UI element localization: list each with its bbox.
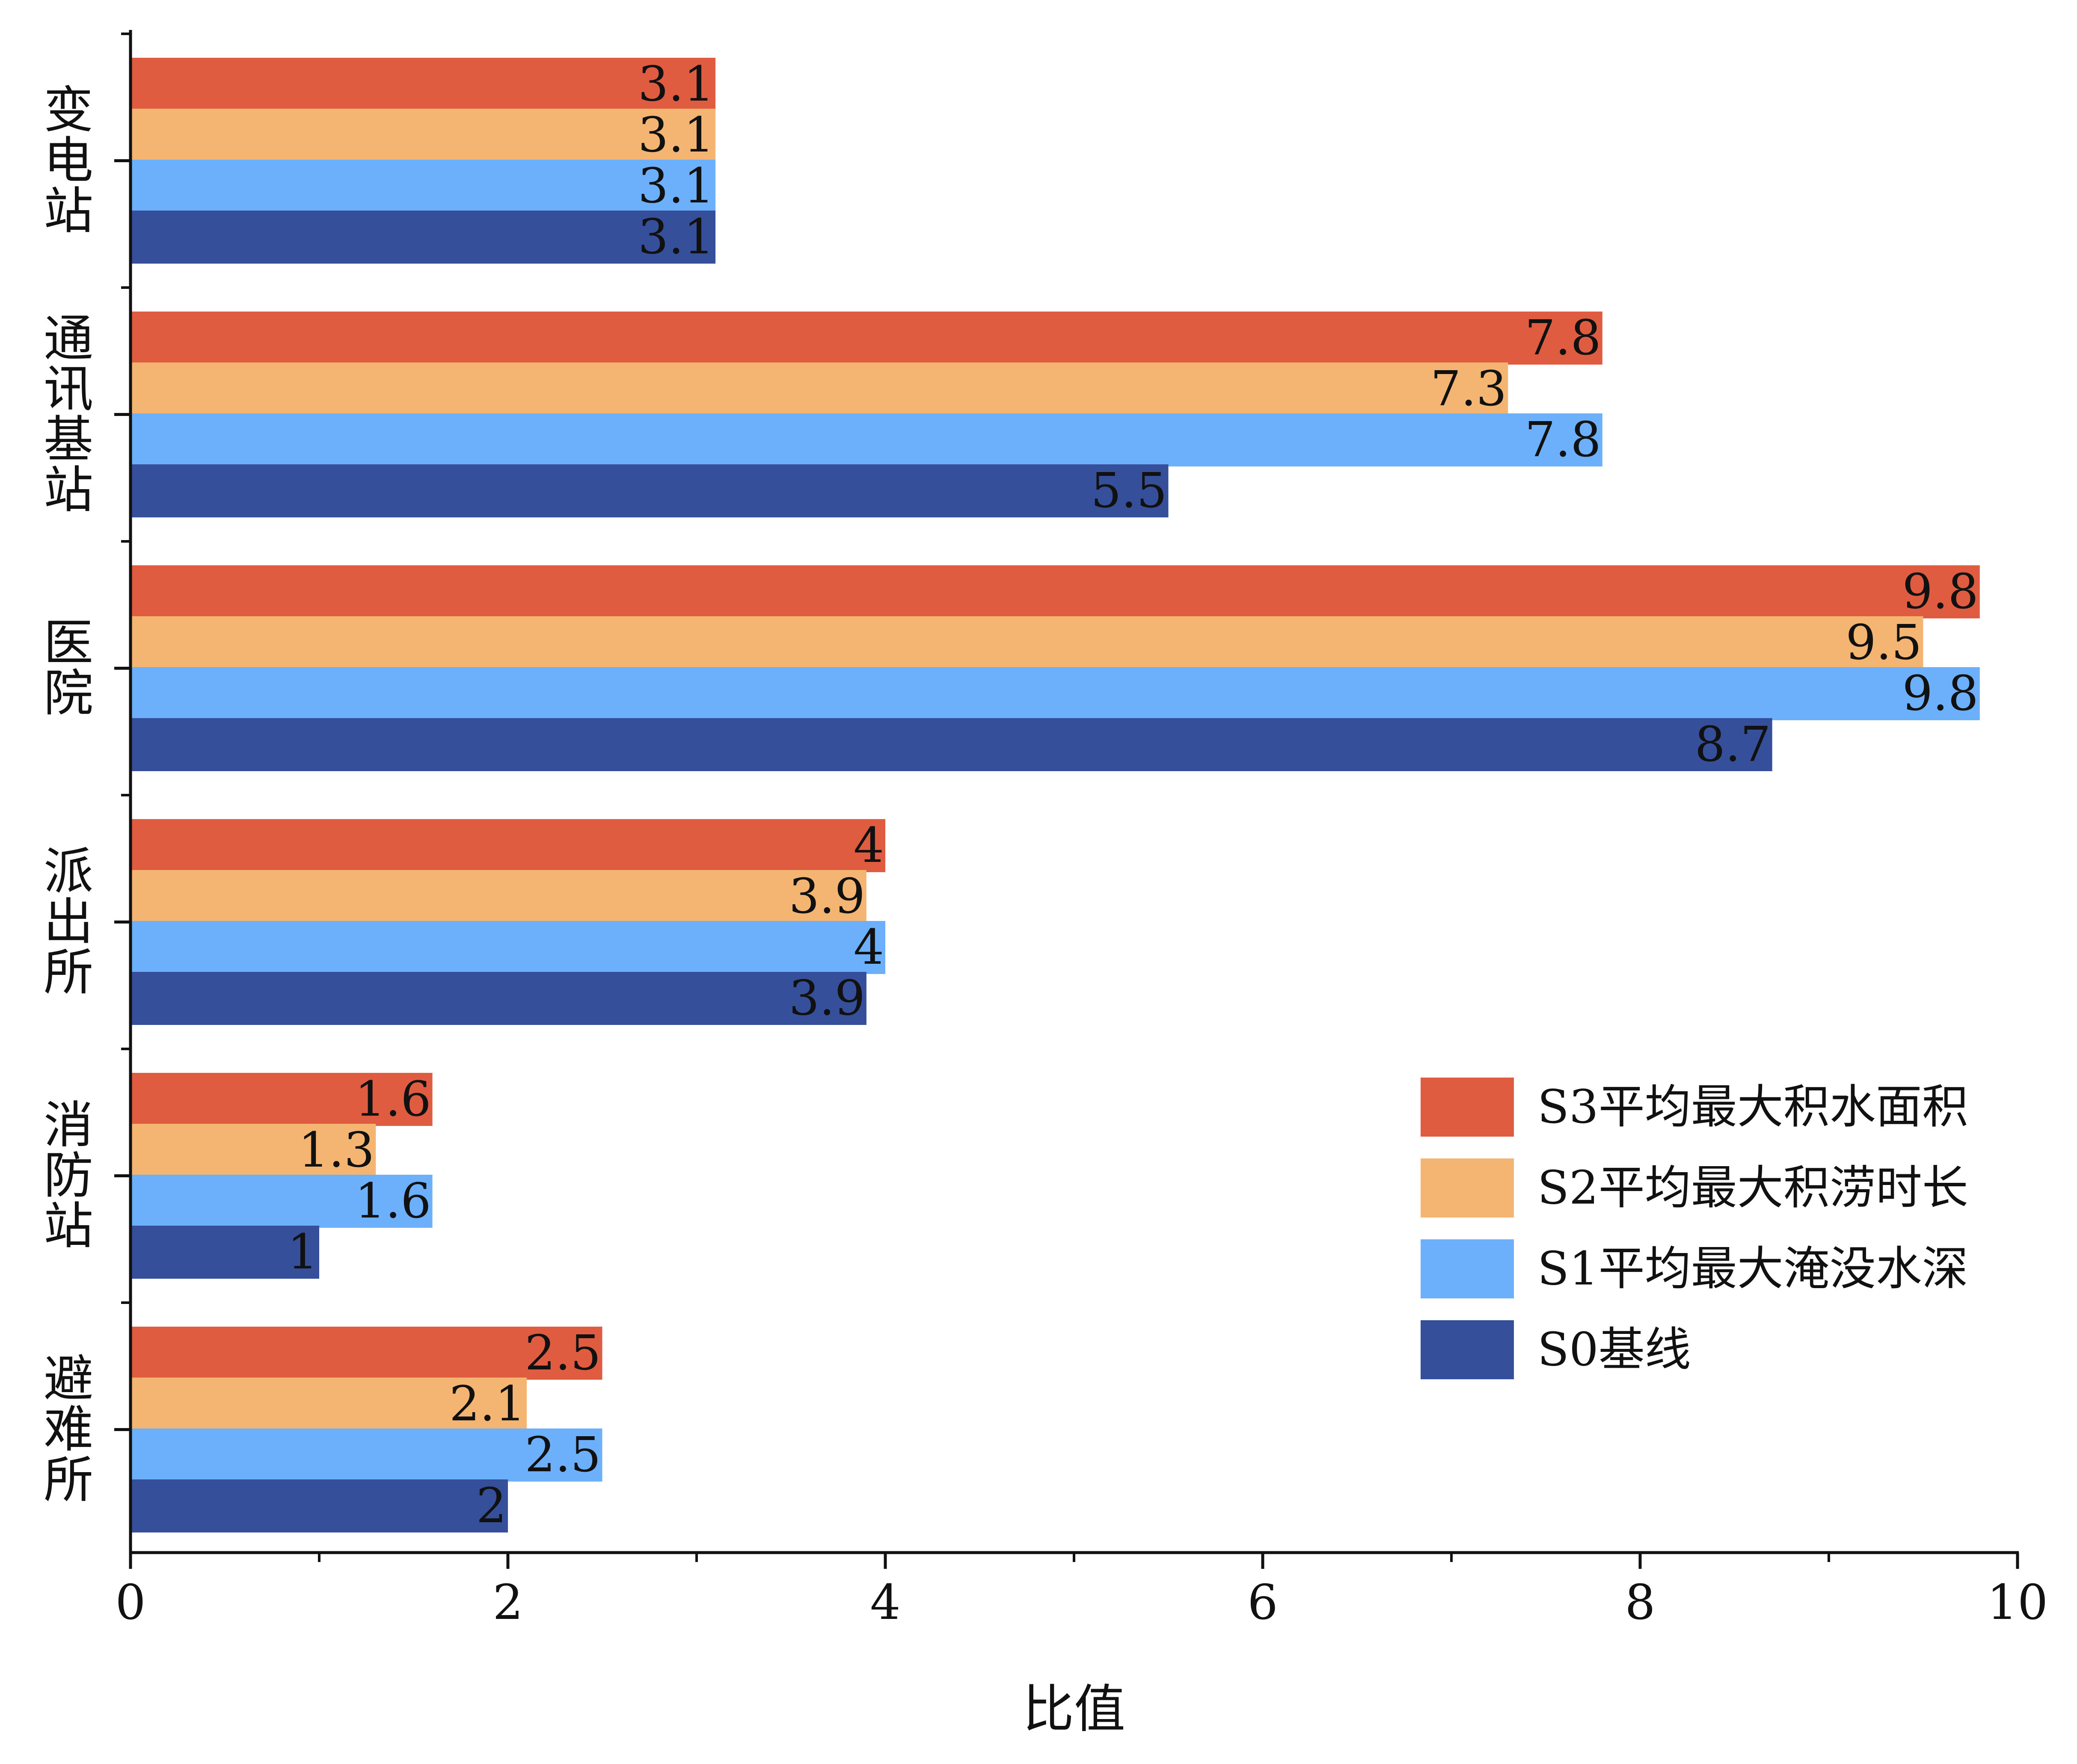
data-label-5-series-2: 1.3 bbox=[298, 1123, 374, 1178]
x-tick-label-10: 10 bbox=[1987, 1575, 2048, 1630]
data-label-2-series-2: 7.3 bbox=[1430, 361, 1507, 417]
data-label-3-series-2: 9.5 bbox=[1846, 615, 1922, 671]
category-label-char: 电 bbox=[44, 132, 93, 190]
legend-label-1: S3平均最大积水面积 bbox=[1537, 1081, 1968, 1134]
bar-4-series-3 bbox=[131, 921, 885, 974]
x-axis-title: 比值 bbox=[1023, 1680, 1125, 1739]
data-label-4-series-3: 4 bbox=[854, 920, 884, 975]
category-label-5: 消防站 bbox=[44, 1096, 93, 1255]
category-label-char: 站 bbox=[44, 182, 93, 240]
category-label-char: 院 bbox=[44, 665, 93, 722]
data-label-3-series-3: 9.8 bbox=[1902, 666, 1979, 722]
bar-1-series-1 bbox=[131, 58, 716, 111]
legend-swatch-1 bbox=[1421, 1078, 1514, 1137]
category-label-2: 通讯基站 bbox=[44, 310, 93, 519]
bar-2-series-4 bbox=[131, 464, 1169, 517]
data-label-6-series-4: 2 bbox=[476, 1478, 507, 1534]
x-tick-label-8: 8 bbox=[1625, 1575, 1655, 1630]
legend: S3平均最大积水面积 S2平均最大积涝时长 S1平均最大淹没水深 S0基线 bbox=[1421, 1078, 1968, 1379]
category-label-4: 派出所 bbox=[44, 843, 93, 1001]
bar-4-series-2 bbox=[131, 870, 866, 923]
category-label-char: 基 bbox=[44, 411, 93, 469]
bar-3-series-3 bbox=[131, 667, 1980, 720]
bar-6-series-4 bbox=[131, 1479, 508, 1532]
category-label-char: 站 bbox=[44, 1197, 93, 1255]
category-label-6: 避难所 bbox=[44, 1350, 93, 1509]
data-label-5-series-4: 1 bbox=[288, 1224, 318, 1280]
data-label-3-series-1: 9.8 bbox=[1902, 564, 1979, 620]
bar-6-series-1 bbox=[131, 1327, 602, 1380]
category-label-char: 所 bbox=[44, 1451, 93, 1509]
data-label-6-series-2: 2.1 bbox=[449, 1376, 525, 1432]
data-label-5-series-3: 1.6 bbox=[355, 1173, 431, 1229]
bar-5-series-4 bbox=[131, 1226, 319, 1279]
data-label-6-series-1: 2.5 bbox=[525, 1325, 601, 1381]
bar-5-series-1 bbox=[131, 1073, 433, 1126]
data-label-1-series-1: 3.1 bbox=[638, 56, 714, 112]
bar-1-series-2 bbox=[131, 109, 716, 162]
category-label-char: 派 bbox=[44, 843, 93, 900]
x-tick-label-4: 4 bbox=[870, 1575, 900, 1630]
legend-label-3: S1平均最大淹没水深 bbox=[1537, 1242, 1968, 1296]
data-label-4-series-2: 3.9 bbox=[789, 869, 865, 924]
bar-6-series-2 bbox=[131, 1378, 527, 1431]
category-label-char: 讯 bbox=[44, 360, 93, 418]
data-label-6-series-3: 2.5 bbox=[525, 1427, 601, 1483]
bars-layer bbox=[131, 58, 1980, 1532]
category-label-char: 医 bbox=[44, 614, 93, 672]
data-label-4-series-1: 4 bbox=[854, 818, 884, 873]
x-tick-label-0: 0 bbox=[115, 1575, 145, 1630]
bar-labels-layer: 3.13.13.13.17.87.37.85.59.89.59.88.743.9… bbox=[288, 56, 1979, 1534]
data-label-2-series-1: 7.8 bbox=[1525, 310, 1601, 366]
data-label-2-series-3: 7.8 bbox=[1525, 412, 1601, 468]
bar-4-series-1 bbox=[131, 819, 885, 872]
category-label-char: 变 bbox=[44, 81, 93, 139]
category-label-char: 消 bbox=[44, 1096, 93, 1154]
bar-3-series-4 bbox=[131, 718, 1772, 771]
bar-3-series-1 bbox=[131, 565, 1980, 618]
category-label-char: 站 bbox=[44, 461, 93, 519]
bar-1-series-4 bbox=[131, 211, 716, 264]
category-label-char: 避 bbox=[44, 1350, 93, 1408]
bar-2-series-1 bbox=[131, 312, 1602, 365]
bar-2-series-3 bbox=[131, 413, 1602, 466]
data-label-2-series-4: 5.5 bbox=[1091, 463, 1167, 519]
category-label-char: 所 bbox=[44, 944, 93, 1001]
legend-label-2: S2平均最大积涝时长 bbox=[1537, 1161, 1968, 1215]
bar-5-series-3 bbox=[131, 1175, 433, 1228]
bar-2-series-2 bbox=[131, 362, 1508, 416]
bar-6-series-3 bbox=[131, 1428, 602, 1482]
bar-1-series-3 bbox=[131, 160, 716, 213]
data-label-1-series-2: 3.1 bbox=[638, 107, 714, 163]
category-label-3: 医院 bbox=[44, 614, 93, 722]
legend-swatch-2 bbox=[1421, 1158, 1514, 1218]
category-label-char: 防 bbox=[44, 1147, 93, 1205]
bar-5-series-2 bbox=[131, 1124, 376, 1177]
legend-label-4: S0基线 bbox=[1537, 1323, 1691, 1377]
data-label-5-series-1: 1.6 bbox=[355, 1072, 431, 1127]
data-label-3-series-4: 8.7 bbox=[1695, 717, 1771, 772]
data-label-4-series-4: 3.9 bbox=[789, 971, 865, 1026]
x-tick-label-6: 6 bbox=[1247, 1575, 1278, 1630]
data-label-1-series-4: 3.1 bbox=[638, 209, 714, 265]
category-label-char: 难 bbox=[44, 1401, 93, 1458]
bar-4-series-4 bbox=[131, 972, 866, 1025]
bar-3-series-2 bbox=[131, 616, 1923, 669]
data-label-1-series-3: 3.1 bbox=[638, 158, 714, 214]
x-tick-label-2: 2 bbox=[493, 1575, 523, 1630]
category-label-char: 通 bbox=[44, 310, 93, 368]
legend-swatch-3 bbox=[1421, 1239, 1514, 1298]
category-label-char: 出 bbox=[44, 893, 93, 951]
legend-swatch-4 bbox=[1421, 1320, 1514, 1379]
category-label-1: 变电站 bbox=[44, 81, 93, 240]
